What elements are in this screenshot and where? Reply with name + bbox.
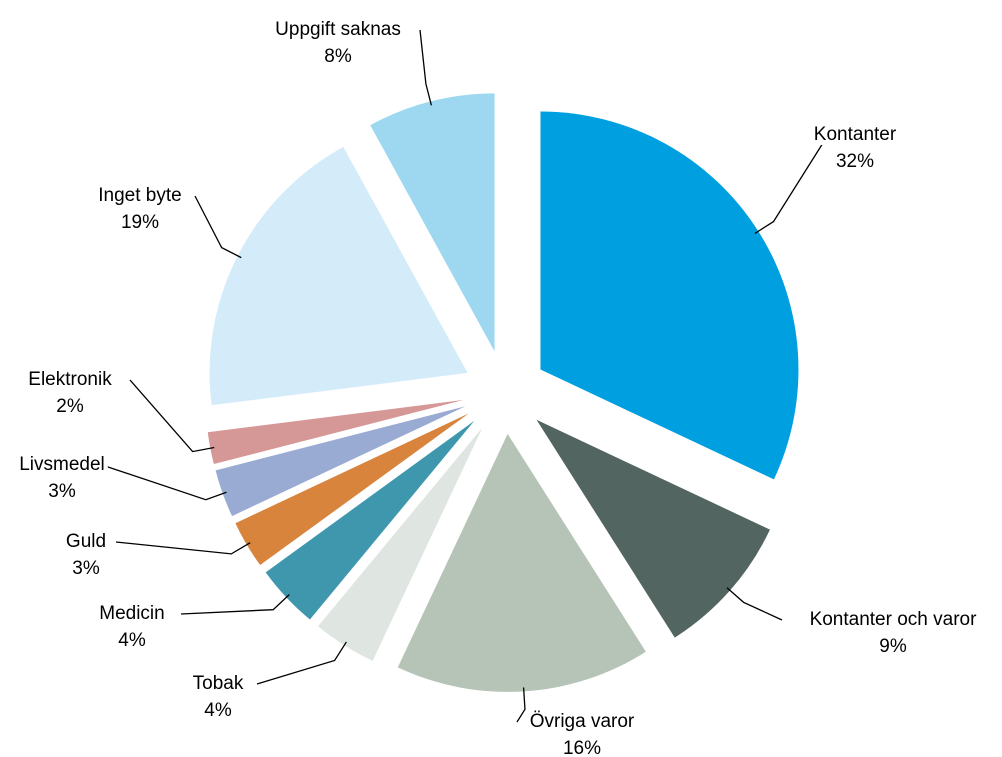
slice-label: Guld — [66, 531, 106, 552]
slice-value: 3% — [72, 558, 100, 579]
leader-line — [129, 379, 215, 453]
slice-value: 9% — [879, 636, 907, 657]
label-backdrop — [96, 603, 168, 625]
label-backdrop — [526, 711, 638, 733]
slice-label: Livsmedel — [19, 454, 105, 475]
slice-label: Inget byte — [98, 185, 181, 206]
slice-value: 19% — [121, 212, 159, 233]
leader-line — [726, 587, 783, 621]
slice-value: 32% — [836, 151, 874, 172]
leader-line — [516, 687, 526, 723]
pie-slice — [215, 406, 466, 517]
pie-slice — [540, 111, 799, 480]
leader-line — [180, 594, 290, 615]
pie-slice — [207, 399, 464, 465]
slice-value: 16% — [563, 738, 601, 757]
label-backdrop — [272, 19, 404, 41]
slice-label: Kontanter och varor — [810, 609, 978, 630]
label-backdrop — [25, 369, 116, 391]
label-backdrop — [189, 673, 247, 695]
leader-line — [115, 541, 251, 555]
label-backdrop — [95, 185, 185, 207]
slice-value: 4% — [204, 700, 232, 721]
pie-slice — [318, 427, 483, 661]
slice-label: Medicin — [99, 603, 164, 624]
pie-slice — [235, 413, 469, 566]
slice-label: Uppgift saknas — [275, 19, 401, 40]
slice-label: Elektronik — [28, 369, 112, 390]
slice-label: Kontanter — [814, 124, 897, 145]
leader-line — [194, 195, 242, 259]
slice-label: Tobak — [193, 673, 244, 694]
pie-slice — [370, 93, 495, 352]
leader-line — [419, 29, 433, 106]
pie-slice — [209, 146, 468, 406]
label-backdrop — [810, 124, 900, 146]
label-backdrop — [16, 454, 108, 476]
slice-value: 2% — [56, 396, 84, 417]
label-backdrop — [62, 531, 110, 553]
slice-value: 8% — [324, 46, 352, 67]
slice-value: 4% — [118, 630, 146, 651]
leader-line — [101, 464, 227, 501]
leader-line — [256, 641, 347, 685]
slice-value: 3% — [48, 481, 76, 502]
slice-label: Övriga varor — [530, 711, 635, 732]
pie-slice — [536, 419, 770, 638]
pie-slice — [397, 433, 646, 692]
label-backdrop — [806, 609, 981, 631]
pie-slice — [265, 420, 475, 620]
leader-line — [754, 134, 829, 234]
